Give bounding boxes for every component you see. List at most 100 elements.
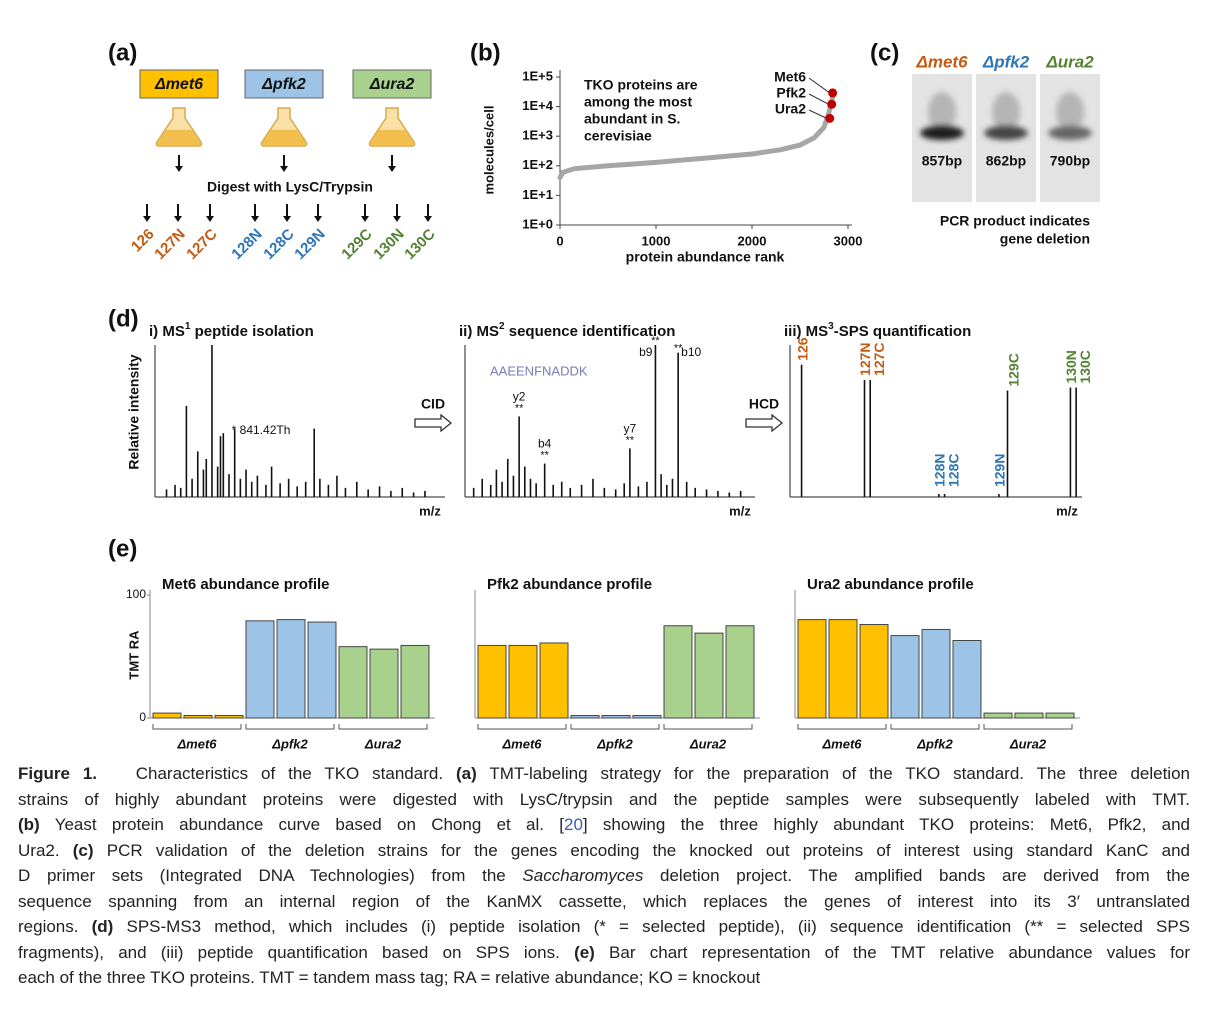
bar (307, 621, 337, 719)
caption-line: regions. (d) SPS-MS3 method, which inclu… (18, 914, 1190, 940)
group-bracket (983, 724, 1073, 730)
process-arrow (414, 413, 453, 433)
bar (539, 642, 569, 719)
title-part: ii) MS (459, 323, 499, 340)
group-label: Δura2 (1009, 736, 1047, 751)
caption-line: (b) Yeast protein abundance curve based … (18, 812, 1190, 838)
flask-liquid (157, 130, 201, 145)
gel-note: gene deletion (1000, 231, 1090, 247)
caption-text: Saccharomyces (522, 866, 644, 885)
bar (276, 619, 306, 719)
bar (797, 619, 827, 719)
bar (859, 624, 889, 719)
step-label: Digest with LysC/Trypsin (207, 179, 373, 195)
highlight-point (825, 113, 835, 123)
caption-line: Figure 1. Characteristics of the TKO sta… (18, 761, 1190, 787)
caption-line: sequence spanning from an internal regio… (18, 889, 1190, 915)
x-tick-label: 1000 (642, 233, 671, 248)
arrow-head (424, 216, 432, 222)
annotation: TKO proteins are (584, 77, 698, 93)
fragment-label: y7 (624, 422, 637, 436)
gel-note: PCR product indicates (940, 213, 1090, 229)
bar (694, 632, 724, 719)
group-bracket (663, 724, 753, 730)
y-tick-label: 1E+1 (522, 187, 553, 202)
bar (183, 715, 213, 719)
fragment-label: b10 (681, 345, 701, 359)
bar (890, 635, 920, 719)
gel-band (984, 126, 1028, 140)
y-axis-label: Relative intensity (126, 354, 142, 469)
group-label: Δmet6 (501, 736, 542, 751)
reporter-label: 129C (1006, 353, 1022, 386)
caption-text: (c) (72, 840, 94, 860)
title-part: iii) MS (784, 323, 828, 340)
arrow-head (174, 216, 182, 222)
y-tick-label: 1E+2 (522, 157, 553, 172)
y-tick-label: 1E+5 (522, 68, 553, 83)
highlight-point (828, 88, 838, 98)
group-bracket (152, 724, 242, 730)
caption-line: Ura2. (c) PCR validation of the deletion… (18, 838, 1190, 864)
group-label: Δpfk2 (916, 736, 953, 751)
x-tick-label: 0 (556, 233, 563, 248)
panel-label: (d) (108, 305, 139, 332)
process-label: HCD (749, 396, 779, 412)
caption-text: ] showing the three highly abundant TKO … (582, 815, 1190, 834)
group-bracket (245, 724, 335, 730)
highlight-label: Ura2 (775, 101, 806, 117)
caption-text: Characteristics of the TKO standard. (97, 764, 456, 783)
reporter-label: 126 (794, 337, 810, 361)
arrow-head (175, 166, 183, 172)
chart-title: Met6 abundance profile (162, 576, 330, 593)
y-axis-label: molecules/cell (481, 106, 496, 195)
reporter-label: 128N (932, 454, 948, 487)
strain-label: Δmet6 (154, 76, 203, 93)
band-size: 862bp (986, 153, 1026, 169)
caption-text: fragments), and (iii) peptide quantifica… (18, 942, 575, 962)
reporter-label: 128C (946, 454, 962, 487)
process-arrow (745, 413, 784, 433)
title-part: 1 (185, 321, 191, 332)
caption-text: deletion project. The amplified bands ar… (643, 866, 1190, 885)
caption-text: sequence spanning from an internal regio… (18, 891, 1190, 911)
arrow-head (314, 216, 322, 222)
gel-smear (1056, 92, 1084, 132)
x-axis-label: m/z (419, 503, 441, 518)
bar (152, 712, 182, 719)
gel-smear (928, 92, 956, 132)
fragment-mark: ** (540, 449, 549, 461)
caption-text: 20 (564, 815, 583, 834)
fragment-label: y2 (513, 390, 526, 404)
bar (338, 646, 368, 719)
y-tick-label: 1E+3 (522, 128, 553, 143)
bar (828, 619, 858, 719)
reporter-label: 129N (992, 454, 1008, 487)
tag-label: 129C (338, 225, 375, 262)
y-tick-label: 1E+0 (522, 216, 553, 231)
title-part: -SPS quantification (834, 323, 972, 340)
arrow-head (388, 166, 396, 172)
reporter-label: 127N (857, 342, 873, 375)
caption-line: fragments), and (iii) peptide quantifica… (18, 940, 1190, 966)
highlight-label: Pfk2 (776, 85, 806, 101)
group-label: Δura2 (364, 736, 402, 751)
bar (508, 644, 538, 719)
caption-text: (e) (574, 942, 595, 962)
group-label: Δura2 (689, 736, 727, 751)
arrow-head (283, 216, 291, 222)
lane-header: Δura2 (1045, 52, 1094, 71)
strain-box (244, 69, 324, 99)
gel-band (920, 126, 964, 140)
leader-line (808, 109, 827, 119)
strain-box (139, 69, 219, 99)
group-bracket (570, 724, 660, 730)
caption-text: Ura2. (18, 840, 73, 860)
title-part: 2 (499, 321, 505, 332)
bar (601, 715, 631, 719)
y-tick-label: 1E+4 (522, 98, 553, 113)
title-part: i) MS (149, 323, 185, 340)
arrow-head (361, 216, 369, 222)
caption-text: SPS-MS3 method, which includes (i) pepti… (113, 917, 1190, 936)
